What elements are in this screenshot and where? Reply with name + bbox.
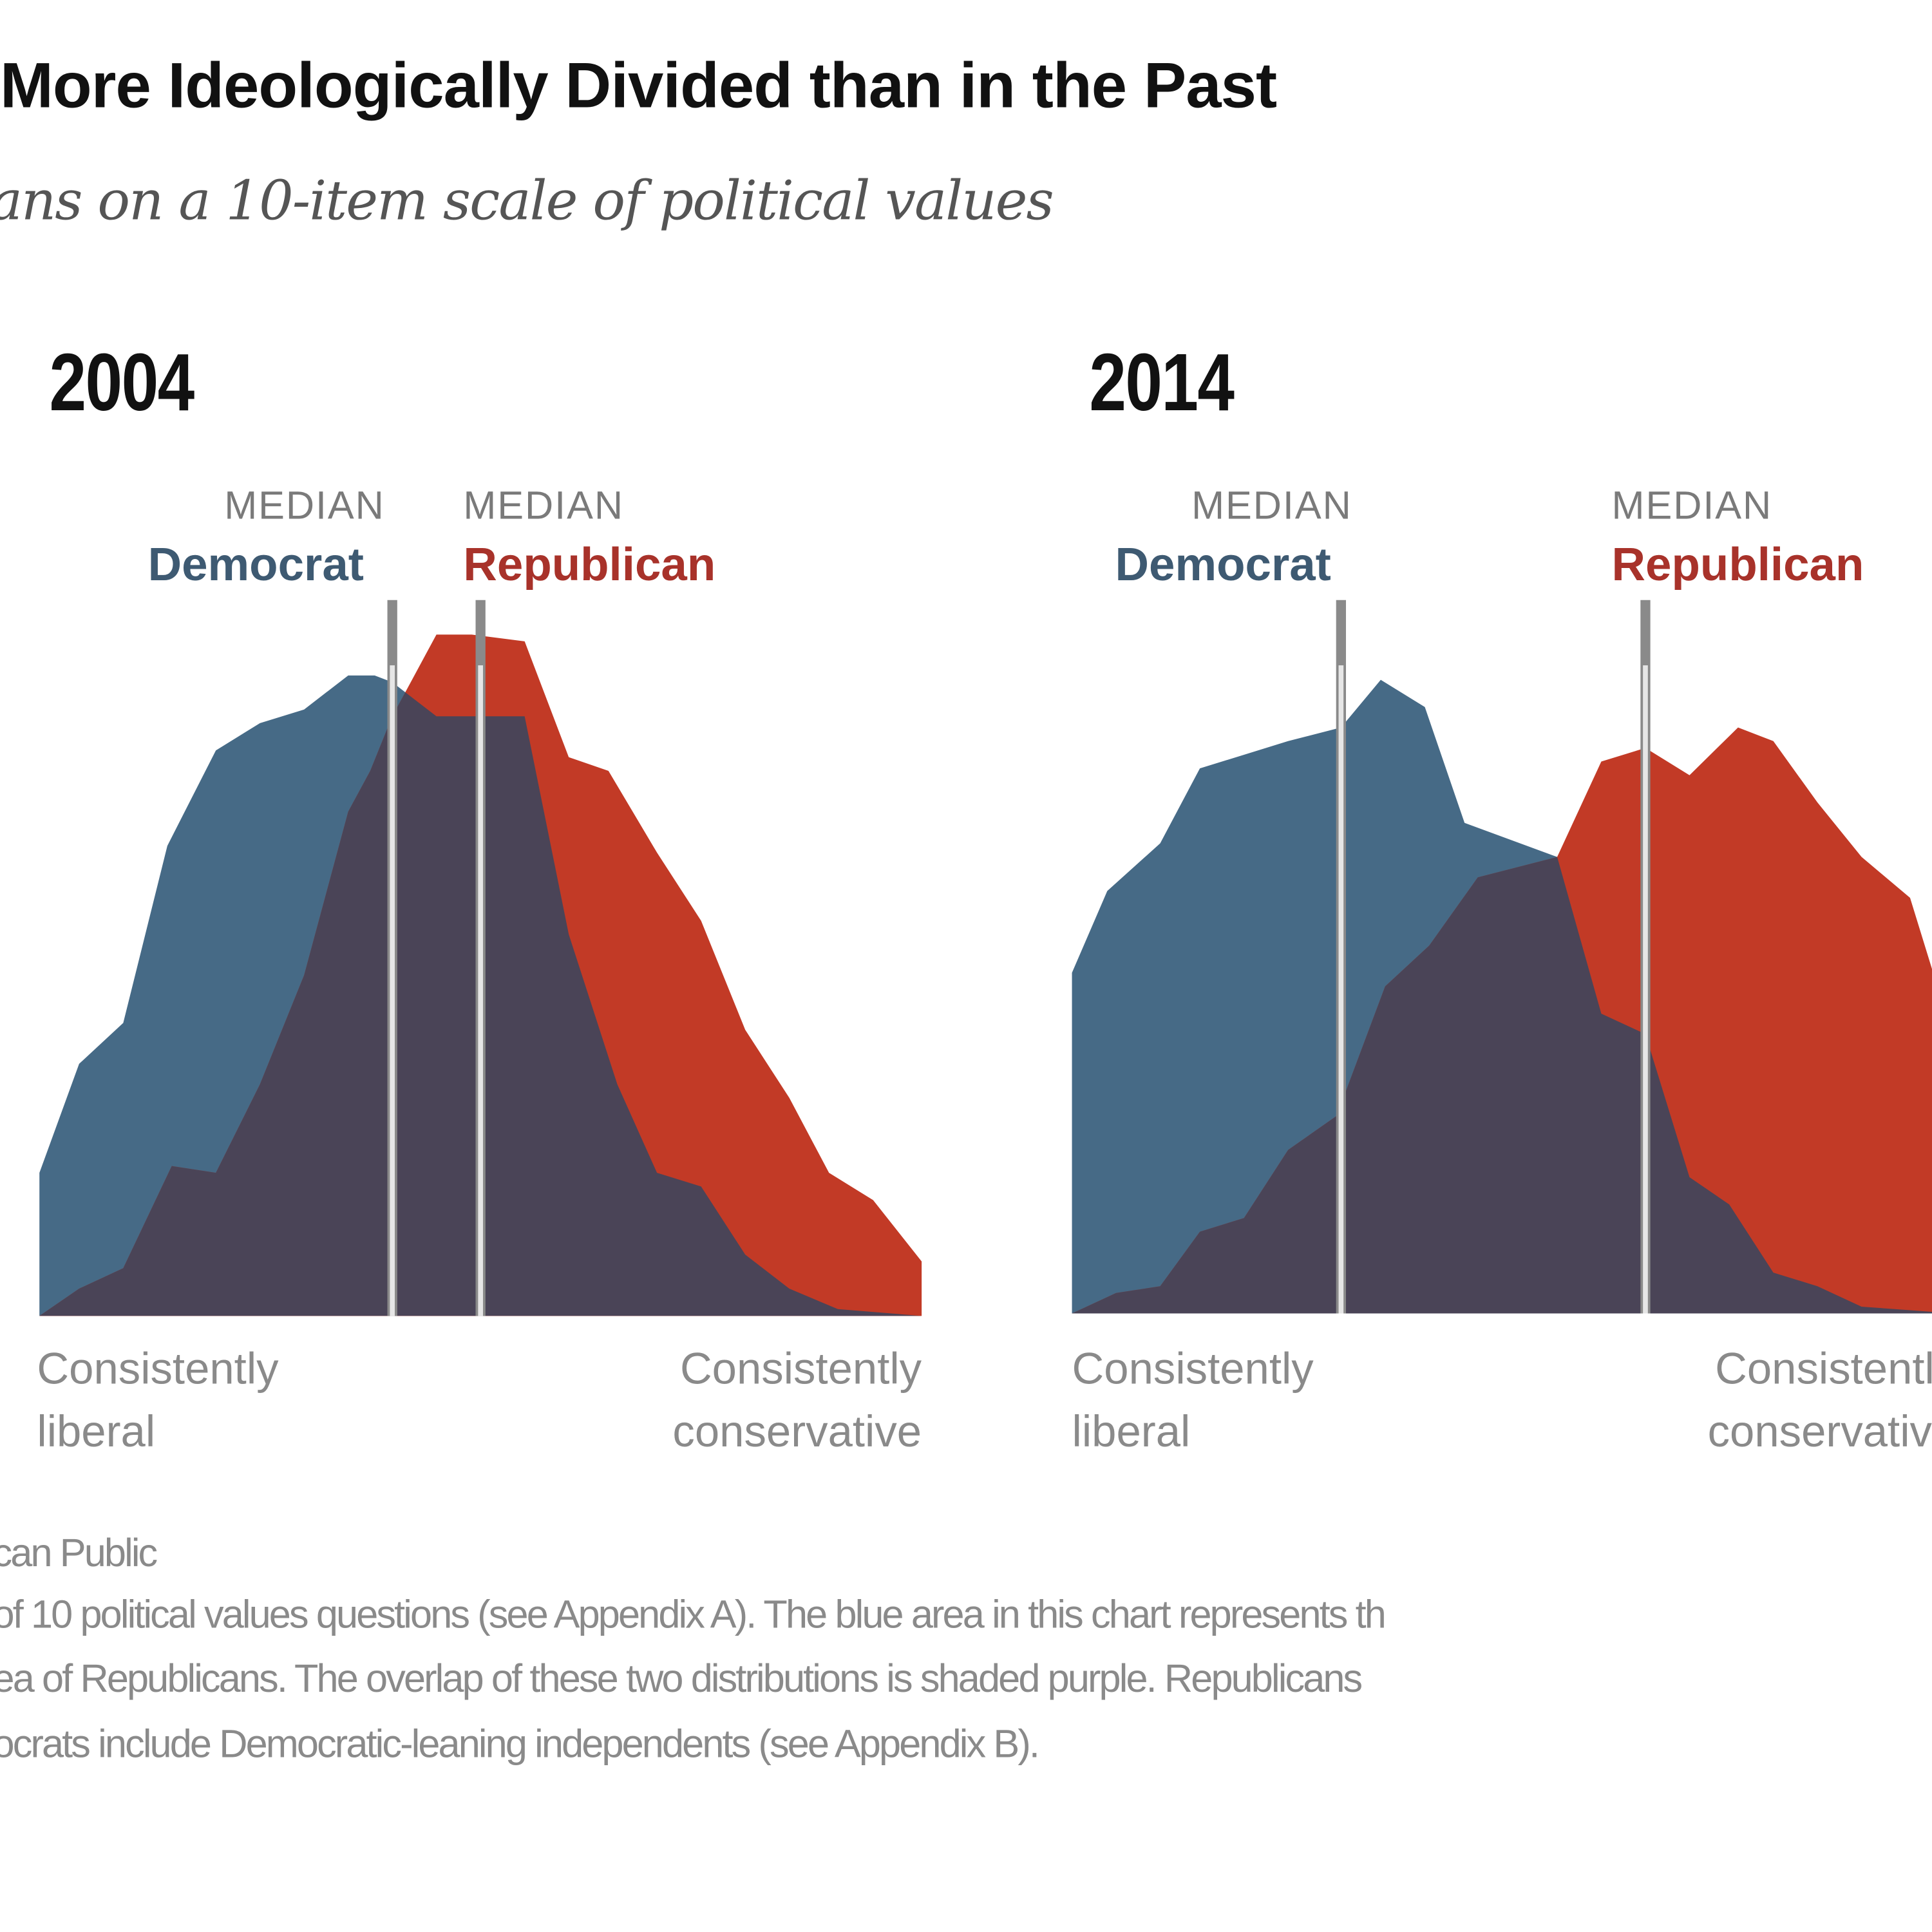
axis-right-label-2004: Consistently conservative — [672, 1343, 922, 1457]
democrat-label-2014: Democrat — [1115, 540, 1331, 592]
median-label-dem-2014: MEDIAN — [1191, 483, 1352, 527]
median-label-rep-2004: MEDIAN — [463, 483, 624, 527]
panel-title-2004: 2004 — [49, 336, 195, 428]
chart-subtitle: ans on a 10-item scale of political valu… — [0, 170, 1054, 233]
median-label-rep-2014: MEDIAN — [1611, 483, 1773, 527]
panel-title-2014: 2014 — [1089, 336, 1235, 428]
republican-label-2014: Republican — [1611, 540, 1864, 592]
chart-title: More Ideologically Divided than in the P… — [0, 50, 1277, 122]
median-label-dem-2004: MEDIAN — [224, 483, 385, 527]
democrat-label-2004: Democrat — [147, 540, 364, 592]
note-line-3: ocrats include Democratic-leaning indepe… — [0, 1721, 1040, 1766]
axis-left-label-2014: Consistently liberal — [1072, 1343, 1314, 1457]
axis-left-label-2004: Consistently liberal — [37, 1343, 279, 1457]
note-line-1: of 10 political values questions (see Ap… — [0, 1591, 1387, 1636]
republican-label-2004: Republican — [463, 540, 716, 592]
note-line-2: ea of Republicans. The overlap of these … — [0, 1656, 1363, 1701]
source-line: can Public — [0, 1530, 158, 1575]
